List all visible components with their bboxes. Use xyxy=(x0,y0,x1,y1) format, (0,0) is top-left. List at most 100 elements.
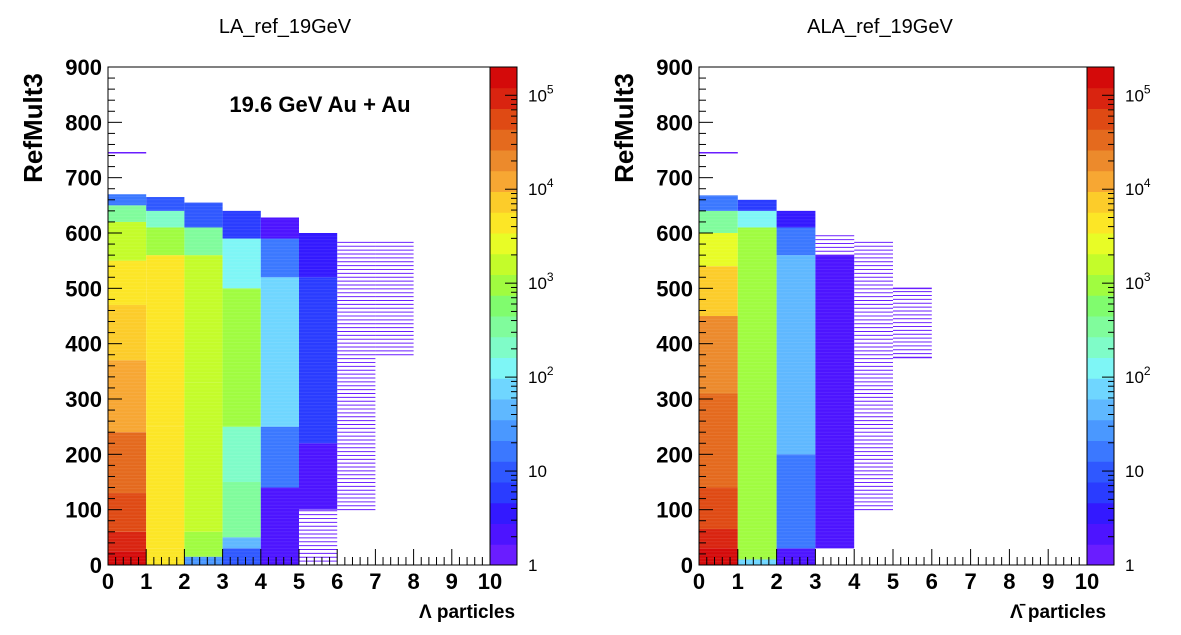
annotation: 19.6 GeV Au + Au xyxy=(229,92,410,117)
heatmap-cell xyxy=(699,548,738,565)
color-bar-swatch xyxy=(1087,336,1114,358)
color-bar-swatch xyxy=(490,440,517,462)
heatmap-cell xyxy=(776,454,816,549)
color-bar-swatch xyxy=(490,129,517,151)
color-bar-label: 1 xyxy=(528,556,537,575)
heatmap-cell xyxy=(184,531,223,557)
heatmap-cell xyxy=(108,432,147,494)
heatmap-cell xyxy=(260,487,299,565)
heatmap-cell xyxy=(108,551,147,565)
y-tick-label: 900 xyxy=(656,55,693,80)
color-bar-swatch xyxy=(490,378,517,400)
color-bar-swatch xyxy=(1087,212,1114,234)
y-tick-label: 0 xyxy=(681,553,693,578)
heatmap-cell xyxy=(222,537,261,549)
y-tick-label: 300 xyxy=(65,387,102,412)
y-tick-label: 700 xyxy=(65,166,102,191)
heatmap-cell xyxy=(222,426,261,482)
heatmap-cell xyxy=(776,548,816,565)
color-bar-swatch xyxy=(1087,191,1114,213)
heatmap-cell xyxy=(184,227,223,256)
color-bar-swatch xyxy=(490,150,517,172)
x-axis-label: Λ particles xyxy=(419,602,515,623)
color-bar-swatch xyxy=(1087,233,1114,255)
color-bar-swatch xyxy=(1087,399,1114,421)
heatmap-cell xyxy=(146,210,185,228)
color-bar-frame xyxy=(1086,66,1115,566)
heatmap-cell xyxy=(260,426,299,488)
color-bar-label: 10 xyxy=(1125,462,1144,481)
color-bar-label: 104 xyxy=(1125,176,1151,199)
color-bar-swatch xyxy=(490,87,517,109)
y-tick-label: 0 xyxy=(90,553,102,578)
y-tick-label: 200 xyxy=(656,442,693,467)
y-tick-label: 800 xyxy=(65,110,102,135)
heatmap-cell xyxy=(146,548,185,565)
color-bar-label: 103 xyxy=(1125,270,1151,293)
color-bar-swatch xyxy=(490,67,517,89)
color-bar-swatch xyxy=(1087,274,1114,296)
color-bar-label: 102 xyxy=(1125,364,1151,387)
heatmap-cell xyxy=(108,260,147,305)
x-tick-label: 2 xyxy=(770,569,782,594)
x-tick-label: 10 xyxy=(478,569,502,594)
color-bar-swatch xyxy=(1087,108,1114,130)
x-tick-label: 5 xyxy=(887,569,899,594)
heatmap-cell xyxy=(699,529,738,549)
y-tick-label: 700 xyxy=(656,166,693,191)
heatmap-cell xyxy=(146,197,185,211)
color-bar-label: 105 xyxy=(528,82,554,105)
color-bar-swatch xyxy=(1087,129,1114,151)
y-tick-label: 800 xyxy=(656,110,693,135)
heatmap-cell xyxy=(184,382,223,532)
color-bar-swatch xyxy=(490,191,517,213)
heatmap-cell xyxy=(737,559,777,565)
heatmap-cell xyxy=(260,277,299,427)
heatmap-cell xyxy=(146,426,185,549)
color-bar-swatch xyxy=(490,357,517,379)
heatmap-cell xyxy=(699,393,738,488)
color-bar-swatch xyxy=(1087,440,1114,462)
heatmap-cell xyxy=(184,255,223,383)
color-bar-swatch xyxy=(1087,295,1114,317)
x-tick-label: 7 xyxy=(964,569,976,594)
color-bar-label: 1 xyxy=(1125,556,1134,575)
color-bar-swatch xyxy=(490,399,517,421)
x-tick-label: 6 xyxy=(926,569,938,594)
heatmap-cell xyxy=(108,194,147,206)
x-tick-label: 4 xyxy=(848,569,861,594)
color-bar-swatch xyxy=(490,419,517,441)
heatmap-cell xyxy=(184,202,223,228)
heatmap-cell xyxy=(299,277,338,444)
x-tick-label: 9 xyxy=(1042,569,1054,594)
color-bar-swatch xyxy=(1087,482,1114,504)
color-bar-swatch xyxy=(1087,87,1114,109)
x-tick-label: 5 xyxy=(293,569,305,594)
x-tick-label: 2 xyxy=(178,569,190,594)
color-bar-swatch xyxy=(490,523,517,545)
y-tick-label: 500 xyxy=(65,276,102,301)
heatmap-cell xyxy=(108,360,147,433)
color-bar-swatch xyxy=(1087,502,1114,524)
heatmap-cell xyxy=(260,217,299,239)
heatmap-cell xyxy=(776,227,816,256)
heatmap-cell xyxy=(815,255,855,549)
heatmap-cell xyxy=(699,487,738,530)
heatmap-cell xyxy=(699,266,738,316)
heatmap-cell xyxy=(737,199,777,211)
y-tick-label: 600 xyxy=(656,221,693,246)
color-bar-swatch xyxy=(490,482,517,504)
heatmap-cell xyxy=(146,255,185,427)
color-bar-swatch xyxy=(490,502,517,524)
x-tick-label: 4 xyxy=(255,569,268,594)
heatmap-cell xyxy=(699,210,738,233)
color-bar-label: 10 xyxy=(528,462,547,481)
color-bar-swatch xyxy=(490,212,517,234)
color-bar-label: 103 xyxy=(528,270,554,293)
heatmap-cell xyxy=(699,233,738,267)
heatmap-cell xyxy=(108,493,147,532)
color-bar-swatch xyxy=(490,274,517,296)
x-tick-label: 6 xyxy=(331,569,343,594)
x-tick-label: 3 xyxy=(809,569,821,594)
